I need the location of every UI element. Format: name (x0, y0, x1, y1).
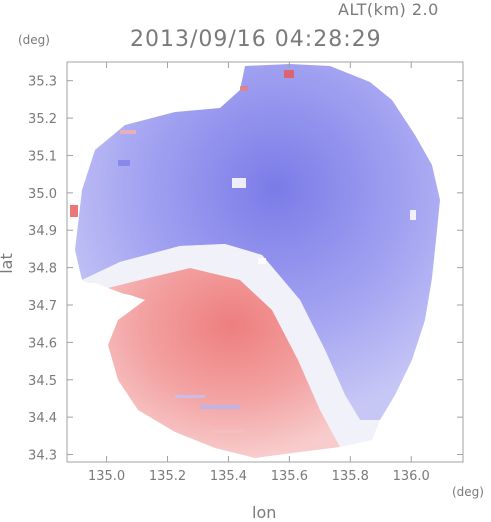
y-axis-unit: (deg) (18, 33, 50, 47)
y-tick-label: 34.8 (28, 262, 57, 277)
y-tick-label: 35.1 (28, 149, 57, 164)
x-tick-label: 135.4 (210, 469, 247, 484)
y-tick-label: 34.9 (28, 224, 57, 239)
x-tick-label: 135.0 (88, 469, 125, 484)
echo-speckles (70, 70, 416, 433)
x-tick-label: 135.8 (332, 469, 369, 484)
neutral-velocity-band (82, 244, 380, 447)
x-axis-ticks: 135.0 135.2 135.4 135.6 135.8 136.0 (88, 62, 430, 484)
x-tick-label: 135.2 (149, 469, 186, 484)
positive-velocity-region (100, 268, 340, 458)
y-tick-label: 34.5 (28, 374, 57, 389)
y-tick-label: 34.6 (28, 336, 57, 351)
x-tick-label: 136.0 (393, 469, 430, 484)
x-axis-label: lon (252, 503, 277, 522)
y-tick-label: 34.7 (28, 299, 57, 314)
y-tick-label: 34.4 (28, 411, 57, 426)
y-tick-label: 35.0 (28, 187, 57, 202)
x-tick-label: 135.6 (271, 469, 308, 484)
plot-frame (66, 61, 464, 463)
y-tick-label: 35.3 (28, 75, 57, 90)
y-tick-label: 35.2 (28, 112, 57, 127)
altitude-label: ALT(km) 2.0 (338, 0, 439, 19)
y-axis-ticks: 34.3 34.4 34.5 34.6 34.7 34.8 34.9 35.0 35.1 35.2… (28, 75, 463, 464)
y-tick-label: 34.3 (28, 449, 57, 464)
data-gap (67, 283, 140, 330)
x-axis-unit: (deg) (452, 485, 484, 499)
radar-sweep-area (67, 64, 440, 458)
chart-title: 2013/09/16 04:28:29 (130, 27, 382, 52)
negative-velocity-region (75, 64, 440, 420)
